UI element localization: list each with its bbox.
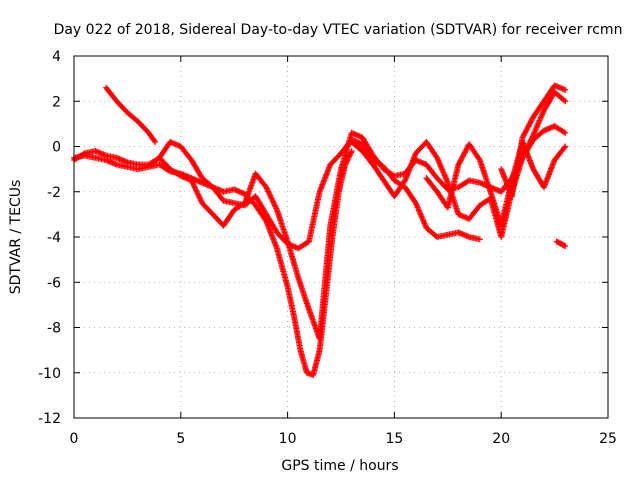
y-axis-label: SDTVAR / TECUs: [8, 180, 24, 295]
data-point: [476, 236, 483, 243]
y-tick-label-2: 0: [52, 140, 61, 156]
y-tick-label-5: -6: [47, 275, 61, 291]
x-axis-label: GPS time / hours: [281, 458, 398, 474]
x-tick-label-4: 20: [492, 431, 510, 447]
x-tick-label-3: 15: [385, 431, 403, 447]
data-point: [562, 86, 569, 93]
series-arc-a: [71, 136, 483, 252]
x-tick-label-2: 10: [279, 431, 297, 447]
data-point: [152, 138, 159, 145]
y-tick-label-8: -12: [38, 411, 61, 427]
data-point: [346, 153, 353, 160]
series-arc-f: [423, 138, 569, 229]
data-point: [151, 137, 158, 144]
chart-title: Day 022 of 2018, Sidereal Day-to-day VTE…: [54, 22, 623, 38]
y-tick-label-6: -8: [47, 321, 61, 337]
y-tick-label-3: -2: [47, 185, 61, 201]
data-point: [562, 243, 569, 250]
data-point: [561, 144, 568, 151]
y-tick-label-4: -4: [47, 230, 61, 246]
x-tick-label-0: 0: [70, 431, 79, 447]
series-arc-c: [103, 84, 159, 145]
data-point: [562, 98, 569, 105]
y-tick-label-0: 4: [52, 49, 61, 65]
x-tick-label-1: 5: [176, 431, 185, 447]
data-point: [561, 97, 568, 104]
data-point: [348, 148, 355, 155]
data-points: [71, 82, 569, 379]
y-axis-tick-labels: 4 2 0 -2 -4 -6 -8 -10 -12: [38, 49, 61, 427]
axis-ticks: [73, 55, 609, 419]
data-point: [345, 154, 352, 161]
data-point: [475, 155, 482, 162]
y-tick-label-1: 2: [52, 94, 61, 110]
data-point: [562, 143, 569, 150]
series-arc-h: [553, 238, 569, 250]
data-point: [344, 156, 351, 163]
x-tick-label-5: 25: [599, 431, 617, 447]
grid-layer: [74, 56, 608, 418]
series-arc-d: [156, 123, 569, 342]
series-arc-g: [498, 82, 569, 200]
series-arc-b: [71, 148, 355, 379]
data-point: [560, 129, 567, 136]
y-tick-label-7: -10: [38, 366, 61, 382]
x-axis-tick-labels: 0 5 10 15 20 25: [70, 431, 617, 447]
data-point: [562, 129, 569, 136]
data-point: [348, 149, 355, 156]
